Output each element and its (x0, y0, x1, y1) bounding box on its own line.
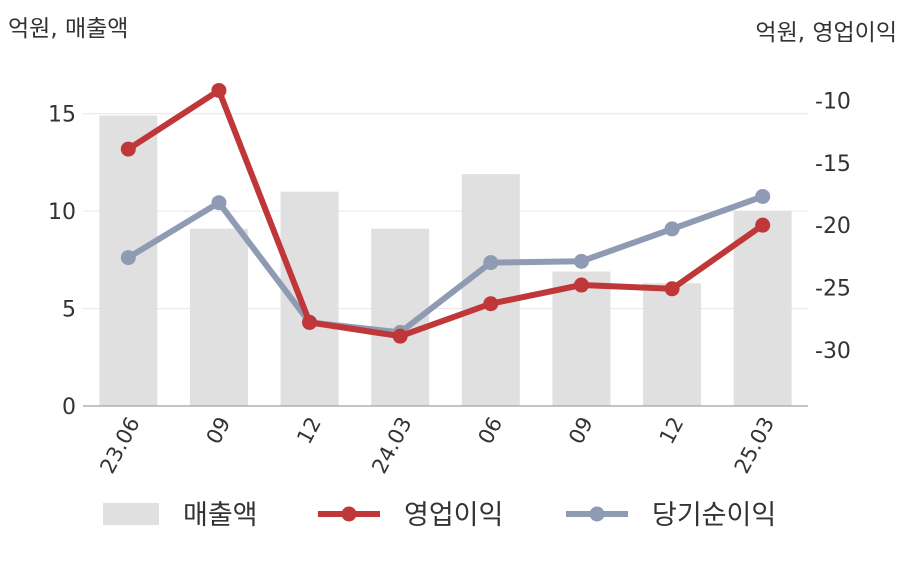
series-point-당기순이익 (120, 250, 136, 266)
x-tick-label: 12 (655, 413, 689, 448)
x-tick-label: 09 (202, 413, 236, 448)
series-point-당기순이익 (664, 221, 680, 237)
bar-12 (643, 283, 702, 406)
series-point-영업이익 (392, 328, 408, 344)
legend-swatch-marker (341, 506, 357, 522)
bar-09 (189, 228, 248, 406)
right-tick-label: -25 (815, 277, 851, 302)
bar-layer (99, 115, 792, 407)
bar-06 (461, 174, 520, 406)
tick-layer: 0 5 10 15 -10 -15 -20 -25 -30 23.06 09 12 24.03 06 09 1… (48, 89, 851, 477)
left-tick-label: 10 (48, 200, 76, 225)
series-point-당기순이익 (211, 195, 227, 211)
left-tick-label: 5 (62, 298, 76, 323)
line-layer (120, 82, 771, 344)
series-line-당기순이익 (125, 193, 766, 336)
legend-swatch-bar (103, 503, 159, 525)
series-point-영업이익 (120, 141, 136, 157)
series-point-영업이익 (483, 296, 499, 312)
bar-25.03 (733, 211, 792, 406)
series-point-당기순이익 (483, 255, 499, 271)
series-point-영업이익 (573, 277, 589, 293)
series-point-당기순이익 (755, 188, 771, 204)
legend-label: 매출액 (183, 500, 258, 531)
left-tick-label: 15 (48, 103, 76, 128)
bar-09 (552, 271, 611, 406)
series-point-영업이익 (755, 217, 771, 233)
right-tick-label: -20 (815, 214, 851, 239)
legend-label: 영업이익 (404, 500, 503, 531)
legend-label: 당기순이익 (652, 500, 776, 531)
series-point-영업이익 (664, 281, 680, 297)
x-tick-label: 12 (292, 413, 326, 448)
left-axis-unit: 억원, 매출액 (8, 16, 128, 42)
series-line-영업이익 (125, 87, 766, 340)
x-tick-label: 24.03 (367, 413, 416, 477)
right-tick-label: -10 (815, 89, 851, 114)
x-tick-label: 23.06 (95, 413, 144, 477)
right-tick-label: -15 (815, 152, 851, 177)
right-axis-unit: 억원, 영업이익 (755, 20, 897, 46)
legend-layer: 매출액 영업이익 당기순이익 (103, 500, 776, 531)
x-tick-label: 09 (564, 413, 598, 448)
x-tick-label: 25.03 (730, 413, 779, 477)
legend-swatch-marker (589, 506, 605, 522)
x-tick-label: 06 (473, 413, 507, 448)
series-point-당기순이익 (573, 253, 589, 269)
series-point-영업이익 (211, 82, 227, 98)
right-tick-label: -30 (815, 339, 851, 364)
left-tick-label: 0 (62, 395, 76, 420)
series-point-영업이익 (302, 314, 318, 330)
